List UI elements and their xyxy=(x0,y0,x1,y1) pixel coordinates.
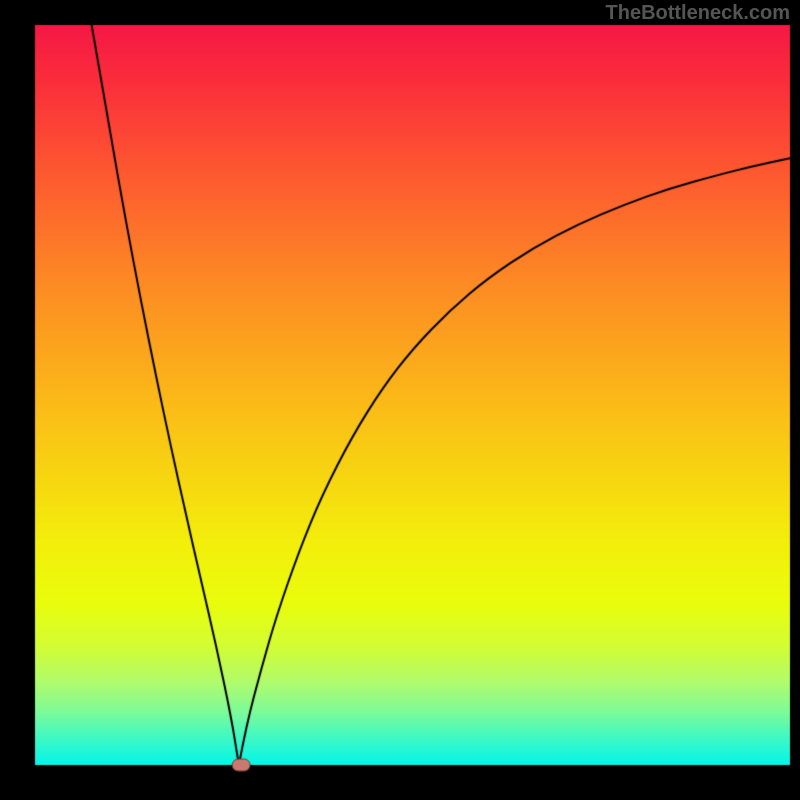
bottleneck-chart-canvas xyxy=(0,0,800,800)
watermark-text: TheBottleneck.com xyxy=(606,2,790,25)
chart-container: TheBottleneck.com xyxy=(0,0,800,800)
